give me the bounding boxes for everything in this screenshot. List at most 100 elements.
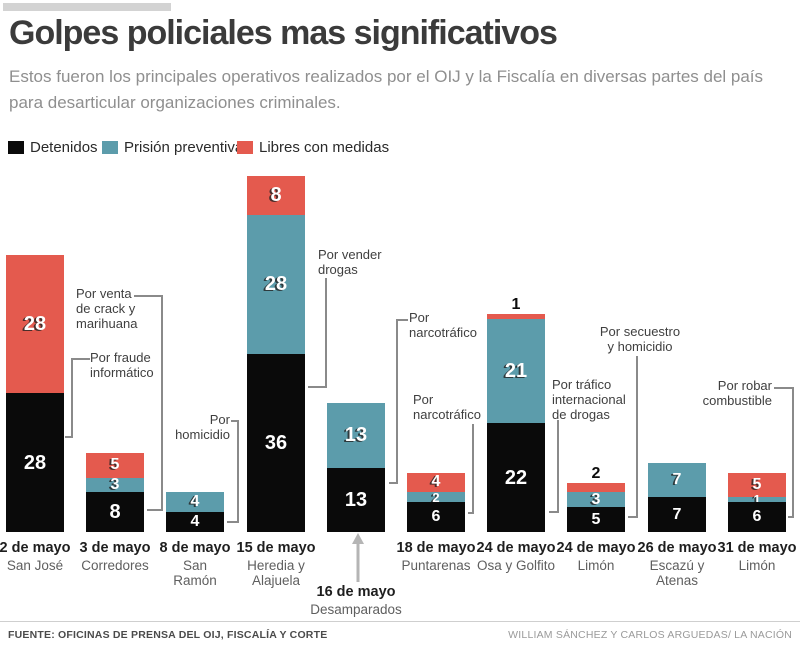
bar-location: Osa y Golfito [476,557,556,573]
legend-label-prision-preventiva: Prisión preventiva [124,139,244,156]
bar-segment-detenidos: 28 [6,393,64,532]
segment-value: 3 [591,490,601,508]
bar-location: Limón [577,557,615,573]
bar-segment-prision-preventiva: 28 [247,215,305,354]
annotation-por-vender-drogas: Por vender drogas [318,247,382,277]
bar-segment-detenidos: 22 [487,423,545,532]
segment-value: 28 [23,313,47,336]
bar-label: 24 de mayo Osa y Golfito [464,540,568,573]
bar-segment-libres-con-medidas [487,314,545,320]
segment-value: 13 [344,424,368,447]
segment-value: 13 [344,488,368,511]
annotation-por-secuestro: Por secuestro y homicidio [599,324,681,354]
annotation-por-robar: Por robar combustible [702,378,772,408]
bar-label: 26 de mayo Escazú y Atenas [625,540,729,589]
bar-label: 31 de mayo Limón [705,540,800,573]
bar-location: Corredores [81,557,149,573]
bar-segment-libres-con-medidas: 4 [407,472,465,493]
bar-location: Limón [738,557,776,573]
bar-segment-prision-preventiva: 4 [166,492,224,513]
bar-label: 3 de mayo Corredores [63,540,167,573]
bar-segment-detenidos: 4 [166,512,224,532]
bar-segment-prision-preventiva: 7 [648,462,706,498]
bar-segment-detenidos: 7 [648,497,706,532]
segment-value: 21 [504,360,528,383]
segment-value: 8 [109,501,121,524]
segment-value: 28 [23,451,47,474]
bar-location: San José [6,557,64,573]
annotation-por-homicidio: Por homicidio [175,412,230,442]
top-accent-bar [3,3,171,11]
legend-label-detenidos: Detenidos [30,139,98,156]
bar-date: 2 de mayo [0,540,71,556]
bar-segment-libres-con-medidas [567,482,625,493]
bar-location: Escazú y Atenas [649,557,705,589]
footer-credit: WILLIAM SÁNCHEZ Y CARLOS ARGUEDAS/ LA NA… [508,629,792,641]
bar-segment-prision-preventiva: 2 [407,489,465,505]
bar-date: 18 de mayo [396,540,476,556]
segment-value: 7 [672,505,682,523]
page-subtitle: Estos fueron los principales operativos … [9,67,764,113]
bar-date: 31 de mayo [717,540,797,556]
bar-segment-detenidos: 5 [567,507,625,532]
bar-location: San Ramón [173,557,217,589]
segment-value: 5 [591,510,601,528]
bar-label: 24 de mayo Limón [544,540,648,573]
segment-value: 5 [110,456,120,474]
bar-date: 15 de mayo [236,540,316,556]
bar-segment-prision-preventiva: 21 [487,319,545,424]
bar-location: Heredia y Alajuela [247,557,305,589]
legend-swatch-prision-preventiva [102,141,118,154]
segment-value-outside: 2 [591,464,601,482]
bar-date: 24 de mayo [556,540,636,556]
segment-value: 22 [504,466,528,489]
bar-segment-detenidos: 6 [407,502,465,532]
bar-segment-prision-preventiva: 3 [567,490,625,508]
bar-segment-libres-con-medidas: 5 [86,452,144,478]
page-title: Golpes policiales mas significativos [9,14,558,52]
segment-value: 36 [264,431,288,454]
bar-segment-prision-preventiva: 3 [86,475,144,493]
segment-value-outside: 1 [511,296,521,314]
segment-value: 6 [431,508,441,526]
bar-date: 8 de mayo [159,540,231,556]
bar-segment-detenidos: 6 [728,502,786,532]
bar-date: 16 de mayo [316,584,396,600]
annotation-por-venta-crack: Por venta de crack y marihuana [76,286,138,331]
legend-swatch-detenidos [8,141,24,154]
bar-date: 26 de mayo [637,540,717,556]
segment-value: 6 [752,508,762,526]
annotation-por-fraude: Por fraude informático [90,350,154,380]
bar-label: 8 de mayo San Ramón [143,540,247,589]
footer-source: FUENTE: OFICINAS DE PRENSA DEL OIJ, FISC… [8,629,328,641]
segment-value: 8 [270,184,282,207]
bar-date: 24 de mayo [476,540,556,556]
segment-value: 5 [752,475,762,493]
annotation-por-narcotrafico-1: Por narcotráfico [409,310,477,340]
segment-value: 28 [264,273,288,296]
annotation-por-narcotrafico-2: Por narcotráfico [413,392,481,422]
segment-value: 4 [190,513,200,531]
segment-value: 7 [672,471,682,488]
bar-label: 16 de mayo Desamparados [304,584,408,617]
bar-date: 3 de mayo [79,540,151,556]
footer-divider [0,621,800,622]
bar-location: Desamparados [310,601,402,617]
legend-label-libres-con-medidas: Libres con medidas [259,139,390,156]
bar-segment-prision-preventiva: 1 [728,493,786,506]
bar-location: Puntarenas [401,557,471,573]
bar-segment-libres-con-medidas: 28 [6,254,64,394]
segment-value: 4 [190,493,200,511]
bar-label: 18 de mayo Puntarenas [384,540,488,573]
bar-segment-detenidos: 36 [247,353,305,532]
bar-label: 2 de mayo San José [0,540,87,573]
legend-swatch-libres-con-medidas [237,141,253,154]
segment-value: 3 [110,475,120,493]
bar-segment-libres-con-medidas: 8 [247,175,305,216]
annotation-por-trafico-internacional: Por tráfico internacional de drogas [552,377,626,422]
segment-value: 2 [432,489,440,505]
bar-segment-prision-preventiva: 13 [327,403,385,468]
segment-value: 1 [753,492,761,508]
